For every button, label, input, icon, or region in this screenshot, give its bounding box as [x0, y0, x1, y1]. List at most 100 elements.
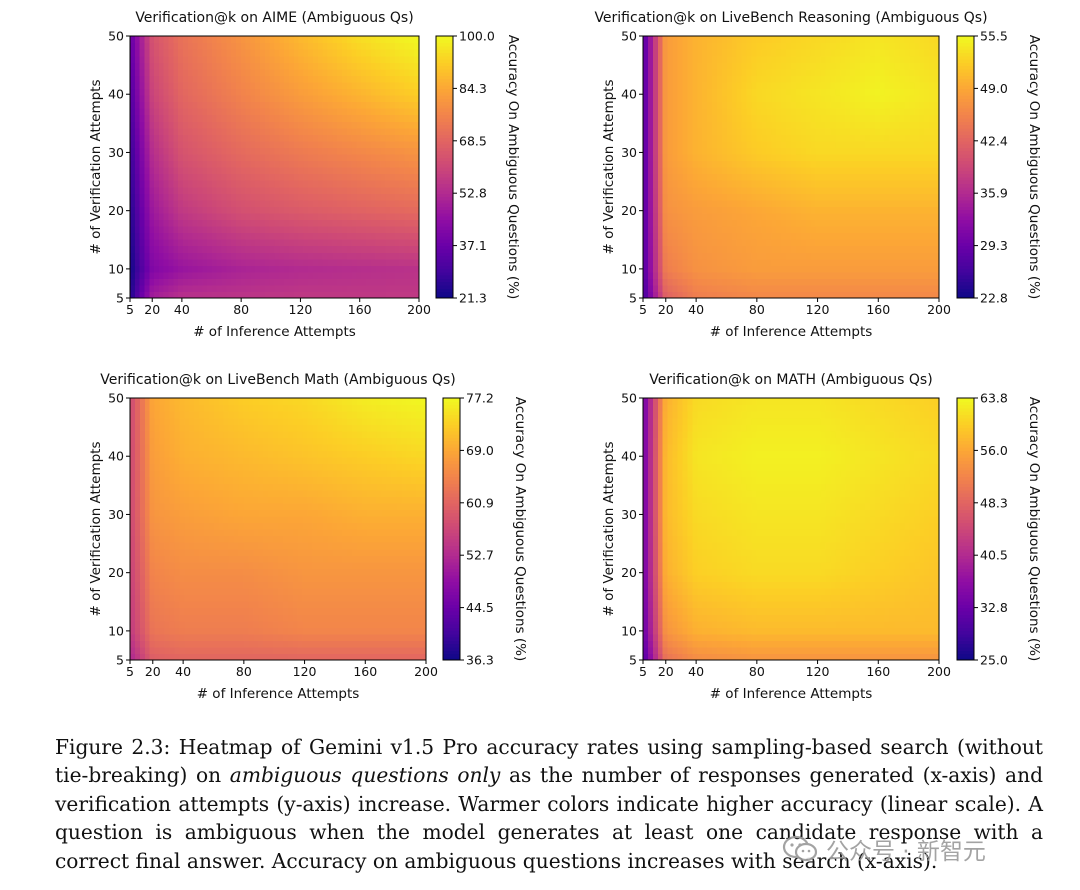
heatmap-cell — [250, 88, 256, 96]
heatmap-cell — [721, 140, 728, 148]
heatmap-cell — [130, 153, 136, 162]
heatmap-cell — [820, 212, 827, 220]
heatmap-cell — [409, 49, 415, 57]
heatmap-cell — [284, 147, 290, 155]
heatmap-cell — [284, 81, 290, 89]
heatmap-cell — [652, 245, 659, 253]
heatmap-cell — [860, 62, 866, 70]
heatmap-cell — [370, 121, 377, 129]
heatmap-cell — [731, 36, 738, 44]
heatmap-cell — [370, 68, 377, 76]
colorbar-segment — [436, 281, 453, 286]
heatmap-cell — [288, 160, 295, 168]
heatmap-cell — [332, 271, 338, 279]
heatmap-cell — [293, 291, 300, 299]
heatmap-cell — [751, 225, 758, 234]
heatmap-cell — [702, 258, 708, 266]
heatmap-cell — [687, 186, 693, 194]
heatmap-cell — [211, 252, 218, 260]
heatmap-cell — [351, 75, 357, 83]
heatmap-cell — [682, 278, 688, 286]
heatmap-cell — [860, 212, 866, 220]
heatmap-cell — [173, 173, 179, 181]
heatmap-cell — [197, 180, 203, 188]
heatmap-cell — [226, 108, 232, 116]
heatmap-cell — [245, 147, 252, 155]
colorbar-segment — [436, 173, 453, 178]
heatmap-cell — [702, 232, 708, 240]
heatmap-cell — [805, 153, 812, 162]
heatmap-cell — [845, 88, 851, 96]
heatmap-cell — [308, 147, 314, 155]
heatmap-cell — [697, 291, 703, 299]
colorbar-segment — [436, 157, 453, 162]
heatmap-cell — [399, 245, 406, 253]
heatmap-cell — [929, 239, 935, 247]
heatmap-cell — [337, 271, 343, 279]
heatmap-cell — [677, 232, 684, 240]
heatmap-cell — [766, 75, 772, 83]
heatmap-cell — [855, 42, 861, 50]
heatmap-cell — [139, 42, 146, 50]
heatmap-cell — [260, 134, 266, 142]
heatmap-cell — [899, 278, 906, 286]
heatmap-cell — [791, 232, 797, 240]
heatmap-cell — [810, 127, 817, 135]
heatmap-cell — [245, 101, 252, 109]
heatmap-cell — [707, 219, 713, 227]
heatmap-cell — [144, 206, 150, 214]
heatmap-cell — [163, 173, 170, 181]
heatmap-cell — [250, 42, 256, 50]
heatmap-cell — [264, 42, 271, 50]
heatmap-cell — [909, 245, 915, 253]
heatmap-cell — [879, 114, 886, 122]
heatmap-cell — [250, 36, 256, 44]
heatmap-cell — [168, 167, 174, 175]
heatmap-cell — [163, 94, 170, 103]
heatmap-cell — [840, 121, 846, 129]
heatmap-cell — [810, 186, 817, 194]
heatmap-cell — [375, 101, 382, 109]
heatmap-cell — [221, 75, 227, 83]
heatmap-cell — [366, 180, 372, 188]
heatmap-cell — [313, 147, 319, 155]
heatmap-cell — [264, 68, 271, 76]
heatmap-cell — [697, 212, 703, 220]
heatmap-cell — [869, 160, 876, 168]
heatmap-cell — [293, 134, 300, 142]
heatmap-cell — [202, 219, 208, 227]
heatmap-cell — [139, 160, 146, 168]
heatmap-cell — [409, 225, 415, 234]
heatmap-cell — [308, 206, 314, 214]
heatmap-cell — [697, 81, 703, 89]
heatmap-cell — [825, 127, 832, 135]
heatmap-cell — [390, 278, 396, 286]
heatmap-cell — [158, 219, 165, 227]
heatmap-cell — [825, 291, 832, 299]
heatmap-cell — [800, 55, 807, 63]
heatmap-cell — [795, 153, 802, 162]
heatmap-cell — [717, 153, 723, 162]
heatmap-cell — [168, 121, 174, 129]
heatmap-cell — [771, 291, 777, 299]
heatmap-cell — [144, 291, 150, 299]
heatmap-cell — [202, 88, 208, 96]
heatmap-cell — [260, 284, 266, 293]
heatmap-cell — [840, 42, 846, 50]
heatmap-cell — [835, 153, 841, 162]
heatmap-cell — [250, 153, 256, 162]
heatmap-cell — [761, 36, 767, 44]
heatmap-cell — [279, 206, 285, 214]
heatmap-cell — [380, 252, 386, 260]
heatmap-cell — [293, 186, 300, 194]
heatmap-cell — [385, 75, 391, 83]
heatmap-cell — [766, 291, 772, 299]
heatmap-cell — [293, 206, 300, 214]
heatmap-cell — [144, 167, 150, 175]
heatmap-cell — [173, 134, 179, 142]
heatmap-cell — [884, 101, 891, 109]
heatmap-cell — [756, 101, 762, 109]
heatmap-cell — [697, 219, 703, 227]
heatmap-cell — [380, 186, 386, 194]
heatmap-cell — [884, 55, 891, 63]
